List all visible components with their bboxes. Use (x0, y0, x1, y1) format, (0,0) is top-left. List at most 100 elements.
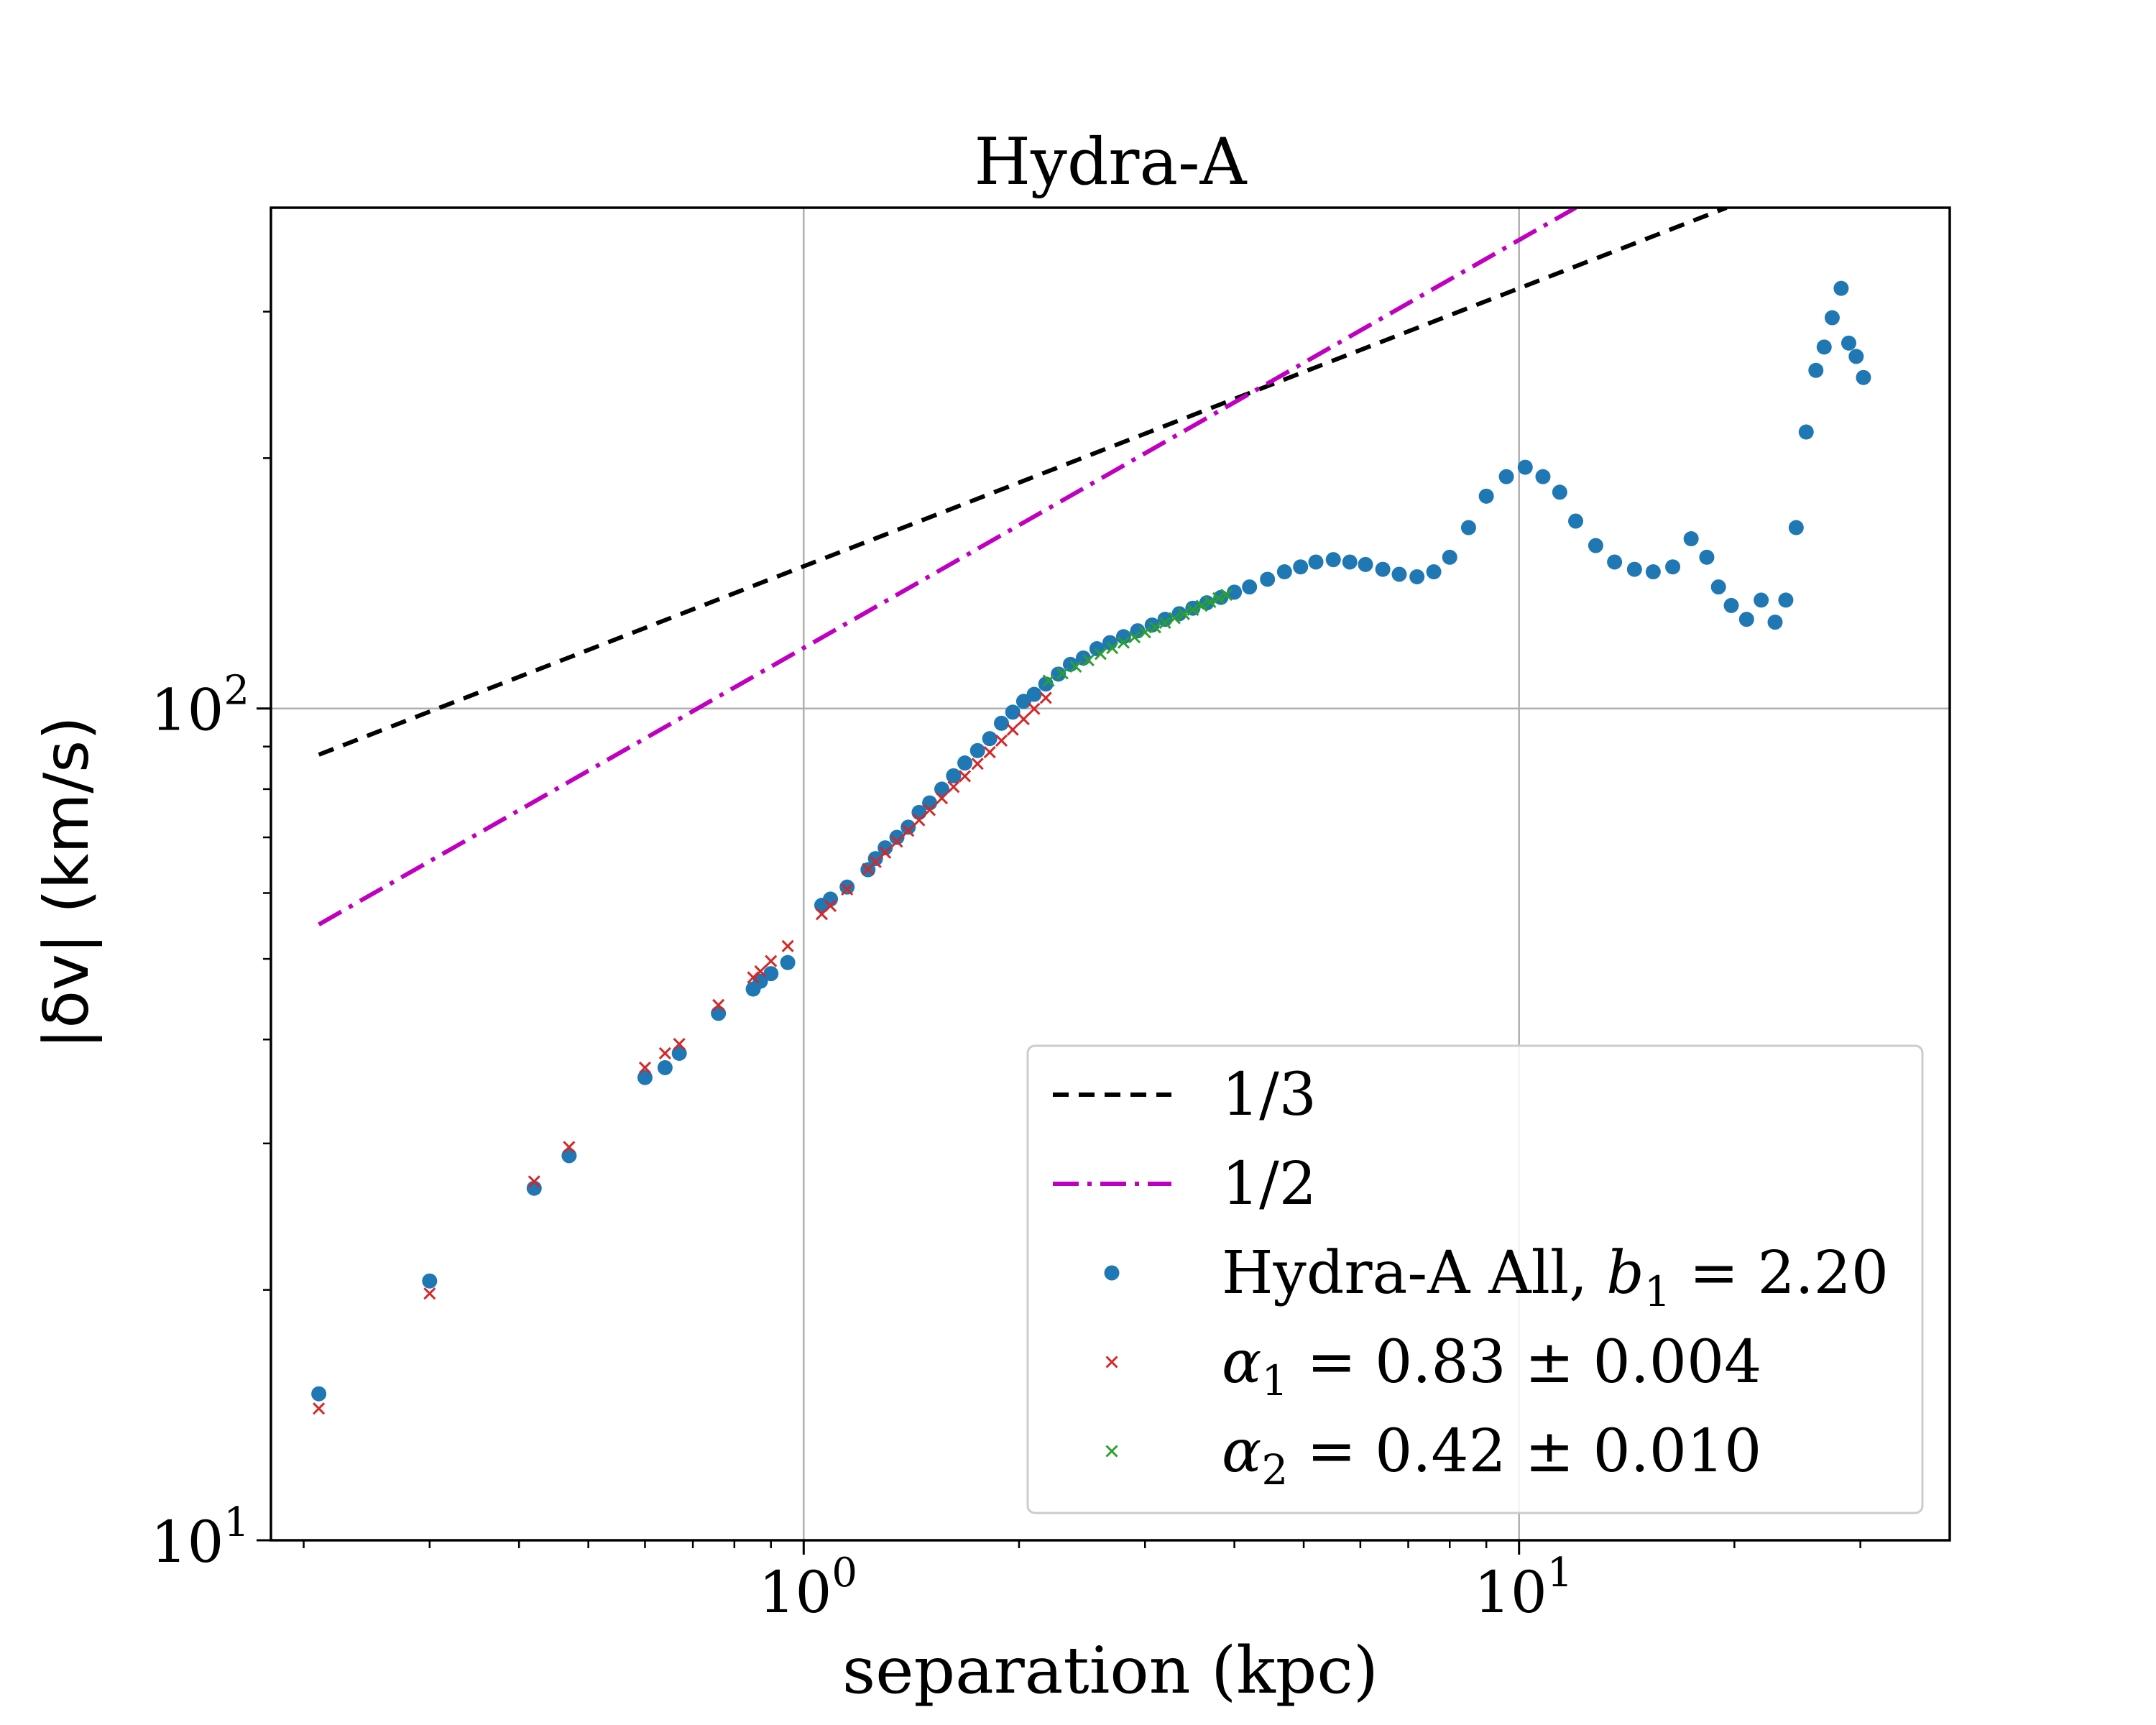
data-point-fit1 (923, 804, 936, 816)
data-point-fit2 (1204, 595, 1217, 609)
data-point-all (1535, 469, 1551, 484)
data-point-all (1102, 635, 1118, 650)
legend-label: 1/3 (1222, 1061, 1317, 1129)
data-point-fit2 (1212, 592, 1225, 604)
data-point-all (1738, 612, 1754, 627)
data-point-all (957, 755, 973, 771)
data-point-all (969, 742, 985, 758)
data-point-all (1699, 549, 1715, 565)
legend-entry: α1 = 0.83 ± 0.004 (1105, 1328, 1761, 1405)
data-point-fit1 (869, 855, 882, 868)
data-point-fit2 (1177, 607, 1190, 620)
data-point-all (561, 1148, 577, 1164)
data-point-fit2 (1042, 674, 1055, 687)
data-point-fit2 (1195, 599, 1208, 612)
data-point-fit2 (1056, 667, 1069, 680)
legend-entry: 1/3 (1053, 1061, 1317, 1129)
data-point-fit1 (638, 1061, 652, 1075)
data-point-fit1 (313, 1402, 326, 1415)
data-point-all (1808, 362, 1824, 378)
data-point-fit2 (1117, 636, 1130, 649)
legend-box (1026, 1044, 1924, 1514)
legend-label: α2 = 0.42 ± 0.010 (1222, 1417, 1761, 1494)
data-point-all (1841, 335, 1856, 351)
data-point-all (1308, 554, 1324, 570)
data-point-all (1185, 600, 1201, 616)
data-point-fit1 (935, 792, 949, 805)
data-point-all (1242, 579, 1258, 595)
data-point-all (900, 819, 916, 835)
data-point-all (1798, 424, 1814, 440)
legend: 1/3 1/2 Hydra-A All, b1 = 2.20 α1 = 0.83 ± … (1026, 1044, 1924, 1514)
data-point-all (1754, 592, 1769, 608)
data-point-all (763, 966, 779, 982)
data-point-all (1005, 704, 1021, 720)
plot-frame (270, 206, 1951, 1542)
legend-label: 1/2 (1222, 1150, 1317, 1218)
data-point-all (1391, 566, 1407, 582)
data-point-all (934, 781, 950, 797)
data-point-all (1460, 520, 1476, 535)
data-point-fit2 (1220, 588, 1233, 602)
data-point-fit1 (983, 746, 996, 759)
legend-swatch (1105, 1356, 1118, 1368)
data-point-all (422, 1273, 438, 1289)
data-point-all (780, 954, 796, 970)
data-point-fit2 (1187, 603, 1199, 617)
data-point-all (1856, 369, 1871, 385)
data-point-all (1517, 459, 1533, 475)
data-point-all (1325, 552, 1341, 568)
data-point-all (1816, 339, 1832, 355)
data-point-fit2 (1128, 631, 1141, 644)
data-point-all (1767, 615, 1783, 630)
data-point-all (1342, 554, 1358, 570)
data-point-all (711, 1006, 727, 1021)
data-point-all (1026, 686, 1042, 702)
data-point-all (1833, 280, 1849, 296)
data-point-all (1442, 549, 1457, 565)
data-point-fit1 (971, 758, 984, 770)
data-point-fit1 (947, 781, 960, 794)
legend-swatch (1104, 1265, 1120, 1281)
data-point-all (1723, 597, 1739, 613)
data-point-all (1498, 469, 1514, 484)
data-point-fit1 (423, 1287, 436, 1300)
axes: 100 101 101 102 (151, 206, 1951, 1626)
data-point-all (1778, 592, 1794, 608)
data-point-all (1426, 564, 1442, 580)
data-point-all (1227, 584, 1243, 600)
legend-entry: 1/2 (1053, 1150, 1317, 1218)
data-point-all (1260, 571, 1276, 587)
data-point-all (922, 795, 938, 811)
data-point-all (752, 973, 768, 989)
data-point-fit2 (1168, 612, 1181, 625)
data-point-fit1 (1039, 691, 1052, 704)
data-point-all (1051, 666, 1067, 682)
data-point-all (1824, 310, 1840, 326)
data-point-all (1375, 561, 1391, 577)
data-point-fit2 (1138, 626, 1151, 639)
legend-entry: α2 = 0.42 ± 0.010 (1105, 1417, 1761, 1494)
data-point-fit1 (841, 883, 854, 896)
data-point-fit1 (528, 1175, 540, 1188)
data-point-fit1 (712, 998, 725, 1011)
data-point-fit1 (673, 1038, 686, 1051)
data-point-all (1665, 559, 1681, 575)
reference-lines (318, 208, 1728, 926)
data-point-fit2 (1106, 642, 1119, 655)
data-point-fit2 (1069, 660, 1082, 673)
data-point-all (1848, 349, 1864, 364)
reference-line-1-2 (318, 208, 1577, 926)
data-point-fit1 (824, 899, 837, 912)
x-tick-label: 101 (1474, 1550, 1572, 1626)
legend-swatch (1105, 1445, 1118, 1458)
data-point-fit1 (765, 954, 778, 967)
data-point-fit1 (1006, 723, 1019, 736)
data-point-fit1 (781, 939, 794, 952)
data-point-all (1626, 561, 1642, 577)
data-point-all (1645, 564, 1661, 580)
data-point-all (1293, 559, 1309, 575)
data-point-all (311, 1386, 327, 1402)
data-point-all (1607, 554, 1623, 570)
